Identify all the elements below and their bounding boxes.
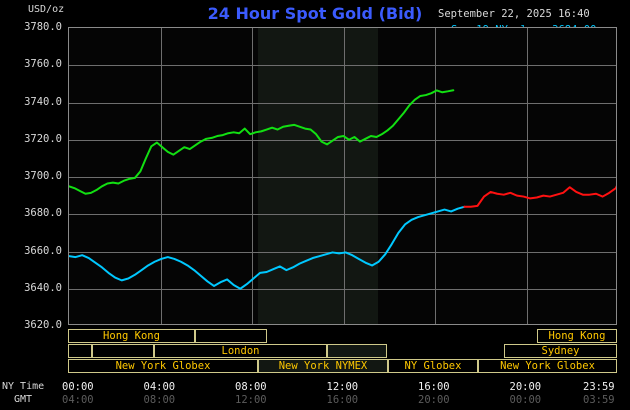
session-bar-sydney: Sydney bbox=[504, 344, 617, 358]
series-line-sep-19-ny-close bbox=[69, 205, 466, 290]
gridline-horizontal bbox=[69, 140, 616, 141]
session-bar-segment bbox=[195, 329, 267, 343]
x-axis-ny-row-label: NY Time bbox=[2, 381, 45, 392]
x-axis-gmt-tick-label: 03:59 bbox=[583, 394, 615, 406]
nymex-shaded-band bbox=[257, 28, 378, 324]
x-axis-gmt-tick-label: 16:00 bbox=[326, 394, 359, 406]
x-axis-ny-tick-label: 23:59 bbox=[583, 381, 615, 393]
x-axis-ny-tick-label: 20:00 bbox=[509, 381, 542, 393]
x-axis-ny-tick-label: 04:00 bbox=[143, 381, 176, 393]
gridline-vertical bbox=[252, 28, 253, 324]
session-bar-segment bbox=[68, 344, 92, 358]
x-axis-ny-tick-label: 12:00 bbox=[326, 381, 359, 393]
session-bar-new-york-nymex: New York NYMEX bbox=[258, 359, 388, 373]
session-bar-london: London bbox=[154, 344, 327, 358]
session-bar-new-york-globex: New York Globex bbox=[478, 359, 617, 373]
y-axis-tick-label: 3780.0 bbox=[24, 21, 62, 33]
session-bar-hong-kong: Hong Kong bbox=[537, 329, 617, 343]
session-bar-segment bbox=[92, 344, 154, 358]
chart-title: 24 Hour Spot Gold (Bid) bbox=[207, 4, 423, 23]
price-series-svg bbox=[69, 89, 616, 290]
gridline-horizontal bbox=[69, 177, 616, 178]
gridline-vertical bbox=[344, 28, 345, 324]
session-bar-new-york-globex: New York Globex bbox=[68, 359, 258, 373]
x-axis-gmt-tick-label: 04:00 bbox=[62, 394, 94, 406]
session-bar-ny-globex: NY Globex bbox=[388, 359, 478, 373]
y-axis-tick-label: 3720.0 bbox=[24, 132, 62, 145]
gridline-horizontal bbox=[69, 103, 616, 104]
series-line-sep-22-last bbox=[69, 89, 455, 195]
y-axis-tick-label: 3760.0 bbox=[24, 58, 62, 71]
x-axis-gmt-row-label: GMT bbox=[14, 394, 33, 405]
y-axis-tick-label: 3680.0 bbox=[24, 207, 62, 220]
gridline-vertical bbox=[161, 28, 162, 324]
gridline-vertical bbox=[435, 28, 436, 324]
gridline-horizontal bbox=[69, 289, 616, 290]
x-axis-ny-tick-label: 08:00 bbox=[235, 381, 267, 393]
plot-area bbox=[68, 27, 617, 325]
x-axis-gmt-tick-label: 20:00 bbox=[418, 394, 450, 406]
session-bar-segment bbox=[327, 344, 387, 358]
x-axis-gmt-tick-label: 12:00 bbox=[235, 394, 267, 406]
x-axis-gmt-tick-label: 00:00 bbox=[509, 394, 542, 406]
gridline-horizontal bbox=[69, 214, 616, 215]
y-axis-tick-label: 3740.0 bbox=[24, 95, 62, 108]
series-line-sep-21-sunday bbox=[463, 185, 616, 208]
timestamp: September 22, 2025 16:40 bbox=[438, 8, 590, 20]
gridline-vertical bbox=[527, 28, 528, 324]
session-bar-hong-kong: Hong Kong bbox=[68, 329, 195, 343]
y-axis-tick-label: 3640.0 bbox=[24, 281, 62, 294]
x-axis-ny-tick-label: 16:00 bbox=[418, 381, 450, 393]
y-axis-tick-label: 3660.0 bbox=[24, 244, 62, 257]
gridline-horizontal bbox=[69, 65, 616, 66]
x-axis-ny-tick-label: 00:00 bbox=[62, 381, 94, 393]
y-axis-tick-label: 3620.0 bbox=[24, 319, 62, 331]
y-axis-tick-label: 3700.0 bbox=[24, 170, 62, 182]
x-axis-gmt-tick-label: 08:00 bbox=[143, 394, 176, 406]
y-axis-unit-label: USD/oz bbox=[28, 4, 65, 15]
